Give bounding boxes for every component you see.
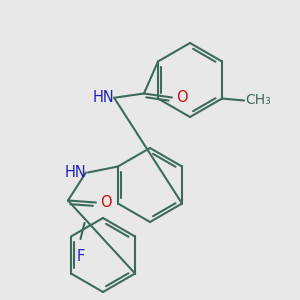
Text: F: F (76, 249, 85, 264)
Text: HN: HN (64, 165, 86, 180)
Text: CH₃: CH₃ (245, 94, 271, 107)
Text: O: O (100, 195, 112, 210)
Text: O: O (176, 90, 188, 105)
Text: HN: HN (92, 90, 114, 105)
